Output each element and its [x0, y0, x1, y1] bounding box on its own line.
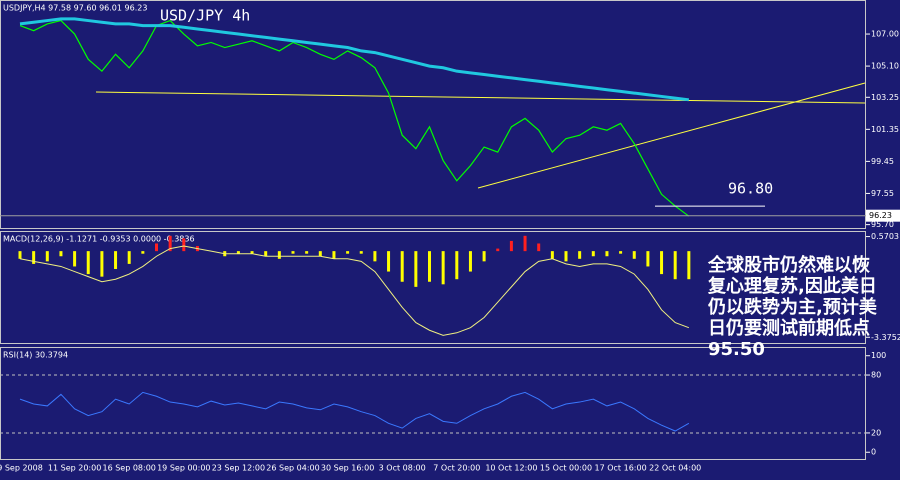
y-tick-label: -3.3752	[871, 333, 900, 342]
histogram-bar	[591, 251, 595, 257]
y-tick-label: 97.55	[871, 189, 894, 198]
price-line	[19, 19, 690, 217]
last-price-label: 96.23	[869, 211, 892, 220]
histogram-bar	[482, 251, 486, 262]
price-line	[19, 17, 690, 102]
histogram-bar	[236, 251, 240, 254]
histogram-bar	[86, 251, 90, 275]
x-tick-label: 3 Oct 08:00	[379, 464, 426, 473]
histogram-bar	[291, 251, 295, 254]
x-tick-label: 16 Sep 08:00	[102, 464, 155, 473]
histogram-bar	[646, 251, 650, 267]
histogram-bar	[468, 251, 472, 272]
rsi-header: RSI(14) 30.3794	[3, 351, 68, 360]
chart-title: USD/JPY 4h	[160, 7, 250, 25]
signal-line	[19, 245, 690, 336]
x-tick-label: 26 Sep 04:00	[266, 464, 319, 473]
histogram-bar	[632, 251, 636, 259]
x-tick-label: 10 Oct 12:00	[485, 464, 537, 473]
y-tick-label: 107.00	[871, 30, 899, 39]
histogram-bar	[100, 251, 104, 277]
histogram-bar	[168, 235, 172, 252]
macd-header: MACD(12,26,9) -1.1271 -0.9353 0.0000 -0.…	[3, 235, 195, 244]
histogram-bar	[509, 240, 513, 252]
histogram-bar	[114, 251, 118, 269]
y-tick-label: 99.45	[871, 157, 894, 166]
histogram-bar	[45, 251, 49, 262]
histogram-bar	[346, 251, 350, 254]
histogram-bar	[250, 251, 254, 254]
histogram-bar	[455, 251, 459, 280]
histogram-bar	[578, 251, 582, 259]
y-tick-label: 95.70	[871, 220, 894, 229]
annotation: 全球股市仍然难以恢	[707, 254, 870, 276]
trend-lines	[95, 82, 866, 189]
histogram-bar	[673, 251, 677, 280]
histogram-bar	[18, 251, 22, 259]
y-tick-label: 80	[871, 371, 881, 380]
x-tick-label: 22 Oct 04:00	[649, 464, 701, 473]
y-tick-label: 0	[871, 448, 876, 457]
histogram-bar	[127, 251, 131, 264]
y-tick-label: 100	[871, 351, 886, 360]
y-tick-label: 0.5703	[871, 232, 899, 241]
histogram-bar	[182, 238, 186, 252]
histogram-bar	[264, 251, 268, 257]
x-tick-label: 11 Sep 20:00	[48, 464, 101, 473]
histogram-bar	[660, 251, 664, 275]
histogram-bar	[387, 251, 391, 272]
histogram-bar	[400, 251, 404, 282]
histogram-bar	[537, 243, 541, 252]
histogram-bar	[414, 251, 418, 287]
y-tick-label: 103.25	[871, 93, 899, 102]
histogram-bar	[550, 251, 554, 259]
histogram-bar	[687, 251, 691, 280]
y-tick-label: 101.35	[871, 125, 899, 134]
annotation: 复心理复苏,因此美日	[707, 275, 877, 297]
histogram-bar	[59, 251, 63, 257]
histogram-bar	[32, 251, 36, 264]
last-price-box	[866, 209, 900, 222]
histogram-bar	[318, 251, 322, 257]
histogram-bar	[523, 235, 527, 252]
histogram-bar	[496, 248, 500, 252]
histogram-bar	[141, 251, 145, 254]
annotation: 日仍要测试前期低点	[708, 317, 870, 339]
histogram-bar	[305, 251, 309, 254]
histogram-bar	[428, 251, 431, 282]
x-tick-label: 7 Oct 20:00	[433, 464, 480, 473]
x-tick-label: 9 Sep 2008	[0, 464, 43, 473]
histogram-bar	[605, 251, 609, 257]
target-label: 96.80	[728, 180, 773, 198]
histogram-bar	[277, 251, 281, 259]
histogram-bar	[73, 251, 77, 267]
histogram-bar	[373, 251, 377, 262]
histogram-bar	[564, 251, 568, 262]
y-tick-label: 105.10	[871, 62, 899, 71]
histogram-bar	[332, 251, 336, 259]
histogram-bar	[619, 251, 623, 254]
x-tick-label: 23 Sep 12:00	[212, 464, 265, 473]
panel-frames	[0, 0, 866, 460]
x-tick-label: 19 Sep 00:00	[157, 464, 210, 473]
y-tick-label: 20	[871, 428, 881, 437]
x-tick-label: 17 Oct 16:00	[595, 464, 647, 473]
annotation: 95.50	[708, 339, 765, 360]
x-tick-label: 30 Sep 16:00	[321, 464, 374, 473]
histogram-bar	[359, 251, 363, 254]
price-header: USDJPY,H4 97.58 97.60 96.01 96.23	[3, 4, 147, 13]
annotation: 仍以跌势为主,预计美	[707, 296, 877, 318]
histogram-bar	[155, 243, 158, 252]
rsi-line	[19, 391, 690, 432]
histogram-bar	[441, 251, 445, 285]
x-tick-label: 15 Oct 00:00	[540, 464, 592, 473]
